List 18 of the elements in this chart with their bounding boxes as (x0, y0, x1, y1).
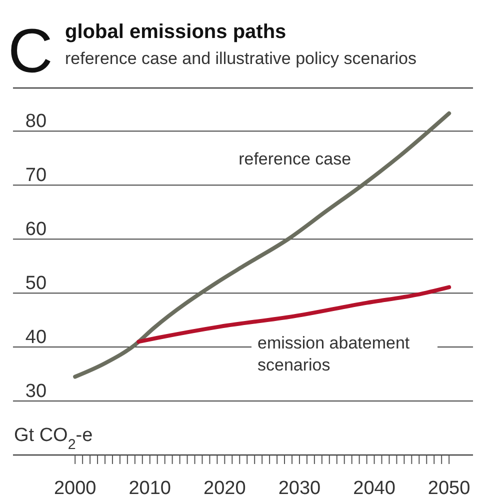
chart-title: global emissions paths (65, 21, 286, 43)
x-tick-label: 2000 (54, 478, 96, 499)
y-axis-title: Gt CO$_{2}$-e (14, 425, 93, 453)
x-tick-label: 2040 (353, 478, 396, 499)
y-tick-label: 80 (25, 111, 47, 132)
x-tick-label: 2020 (204, 478, 246, 499)
y-tick-label: 30 (25, 381, 47, 402)
y-tick-label: 40 (25, 327, 47, 348)
series-label: reference case (238, 150, 352, 169)
y-tick-label: 70 (25, 165, 47, 186)
y-tick-label: 50 (25, 273, 47, 294)
y-tick-label: 60 (25, 219, 47, 240)
x-tick-label: 2010 (128, 478, 172, 499)
chart-subtitle: reference case and illustrative policy scenarios (65, 49, 417, 68)
text: C (8, 17, 53, 86)
x-tick-label: 2030 (278, 478, 321, 499)
x-tick-label: 2050 (428, 478, 470, 499)
series-label: emission abatement scenarios (257, 333, 410, 374)
